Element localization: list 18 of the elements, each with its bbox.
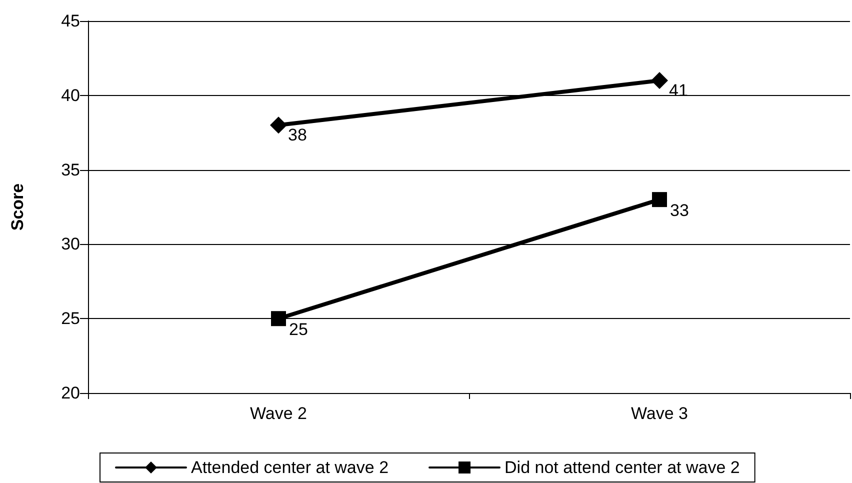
y-axis-title: Score [8, 183, 27, 231]
y-tick-label: 25 [61, 309, 80, 328]
legend-label: Did not attend center at wave 2 [504, 458, 740, 477]
point [651, 72, 668, 90]
point [271, 311, 286, 326]
point [652, 192, 667, 208]
y-tick-label: 30 [61, 234, 80, 254]
x-tick-label: Wave 2 [250, 404, 308, 423]
data-label: 25 [289, 320, 308, 340]
y-tick-label: 20 [61, 384, 80, 402]
x-tick-label: Wave 3 [630, 404, 688, 423]
y-tick-label: 35 [61, 160, 80, 180]
point [270, 116, 287, 134]
legend-label: Attended center at wave 2 [191, 458, 389, 477]
y-tick-label: 45 [61, 12, 80, 30]
data-label: 38 [288, 126, 307, 145]
y-tick-label: 40 [61, 86, 80, 105]
data-label: 33 [670, 201, 689, 220]
